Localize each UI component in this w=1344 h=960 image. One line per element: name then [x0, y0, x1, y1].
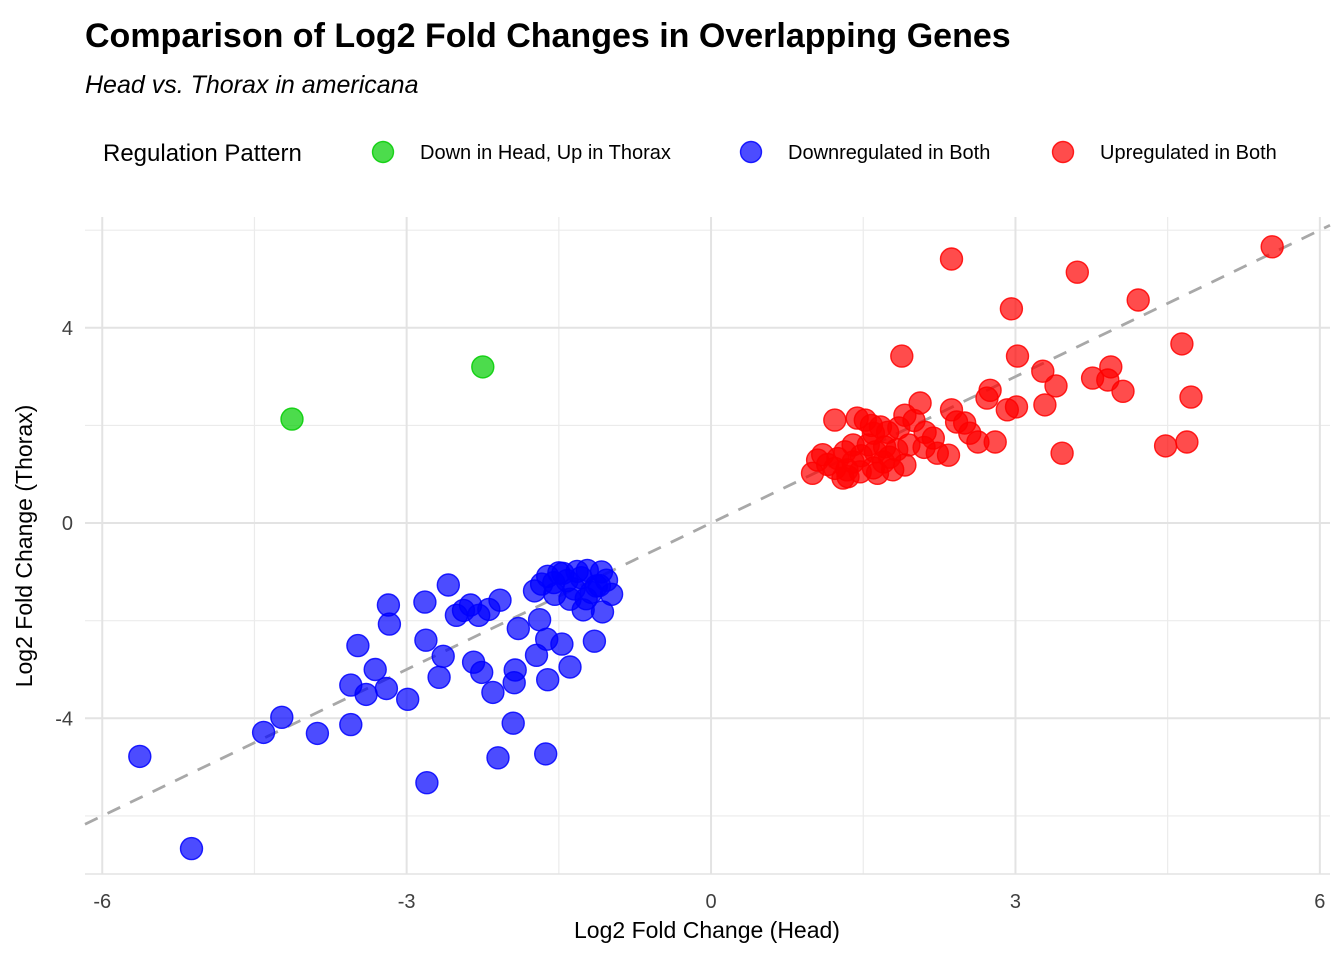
series-0 [280, 355, 495, 431]
scatter-point [893, 453, 917, 477]
scatter-point [823, 408, 847, 432]
x-tick-label: 3 [1010, 891, 1021, 913]
scatter-point [501, 711, 525, 735]
legend-title: Regulation Pattern [103, 140, 302, 167]
scatter-point [890, 344, 914, 368]
x-axis-tick-labels: -6 -3 0 3 6 [93, 891, 1325, 913]
legend-label-2: Upregulated in Both [1100, 142, 1277, 164]
legend-swatch-1 [739, 140, 763, 164]
scatter-point [1033, 393, 1057, 417]
series-2 [800, 235, 1284, 490]
scatter-point [363, 657, 387, 682]
scatter-point [503, 658, 527, 682]
y-tick-label: 0 [62, 513, 73, 535]
legend-items: Down in Head, Up in Thorax Downregulated … [371, 140, 1277, 164]
scatter-point [1099, 355, 1123, 379]
scatter-point [978, 378, 1002, 402]
scatter-point [415, 771, 439, 795]
x-tick-label: -6 [93, 891, 111, 913]
scatter-point [1111, 379, 1135, 403]
scatter-point [486, 746, 510, 770]
scatter-point [346, 633, 370, 658]
scatter-point [470, 660, 494, 685]
scatter-point [354, 682, 378, 707]
scatter-point [481, 680, 505, 705]
y-tick-label: -4 [55, 708, 73, 730]
legend: Regulation Pattern Down in Head, Up in T… [103, 140, 1277, 167]
x-axis-title: Log2 Fold Change (Head) [574, 917, 840, 943]
legend-label-1: Downregulated in Both [788, 142, 990, 164]
y-axis-title: Log2 Fold Change (Thorax) [11, 405, 37, 688]
scatter-point [1050, 441, 1074, 465]
scatter-point [1065, 260, 1090, 284]
scatter-point [179, 836, 204, 861]
scatter-point [599, 582, 624, 606]
scatter-point [983, 430, 1007, 454]
x-tick-label: 6 [1314, 891, 1325, 913]
scatter-point [377, 612, 402, 636]
scatter-point [550, 632, 574, 656]
scatter-point [1126, 288, 1150, 312]
legend-label-0: Down in Head, Up in Thorax [420, 142, 671, 164]
scatter-point [1153, 434, 1178, 458]
scatter-point [1179, 385, 1203, 409]
scatter-point [436, 573, 460, 597]
scatter-point [270, 705, 294, 729]
y-tick-label: 4 [62, 318, 73, 340]
identity-dashed-line [84, 224, 1331, 826]
scatter-point [936, 443, 961, 467]
scatter-point [1044, 374, 1068, 398]
scatter-point [280, 407, 304, 431]
scatter-point [999, 297, 1024, 321]
scatter-point [582, 629, 607, 653]
scatter-point [128, 744, 152, 769]
scatter-point [1004, 395, 1029, 419]
scatter-point [471, 355, 495, 379]
scatter-point [527, 608, 552, 632]
x-tick-label: 0 [705, 891, 716, 913]
major-gridlines [85, 217, 1330, 875]
x-tick-label: -3 [398, 891, 416, 913]
chart-title: Comparison of Log2 Fold Changes in Overl… [85, 17, 1011, 55]
scatter-point [305, 721, 330, 746]
scatter-point [536, 668, 560, 692]
data-points [128, 235, 1284, 861]
scatter-point [1170, 332, 1194, 356]
scatter-point [939, 247, 964, 271]
scatter-point [251, 720, 276, 745]
legend-swatch-2 [1051, 140, 1075, 164]
scatter-point [414, 628, 438, 652]
scatter-point [558, 655, 582, 679]
scatter-point [396, 687, 420, 711]
scatter-point [339, 712, 363, 737]
scatter-point [488, 588, 512, 612]
scatter-point [908, 391, 932, 415]
minor-gridlines [85, 217, 1330, 874]
scatter-point [1005, 344, 1030, 368]
scatter-point [431, 644, 455, 668]
scatter-point [534, 742, 558, 766]
series-1 [128, 558, 624, 861]
legend-swatch-0 [371, 140, 395, 164]
scatter-point [427, 665, 451, 689]
y-axis-tick-labels: -4 0 4 [55, 318, 73, 730]
scatter-point [413, 590, 437, 614]
scatter-point [374, 676, 399, 701]
identity-reference-line [84, 224, 1331, 826]
scatter-point [1031, 359, 1055, 383]
scatter-point [1260, 235, 1284, 259]
scatter-point [506, 616, 530, 641]
chart-subtitle: Head vs. Thorax in americana [85, 71, 419, 99]
scatter-point [1175, 430, 1199, 454]
